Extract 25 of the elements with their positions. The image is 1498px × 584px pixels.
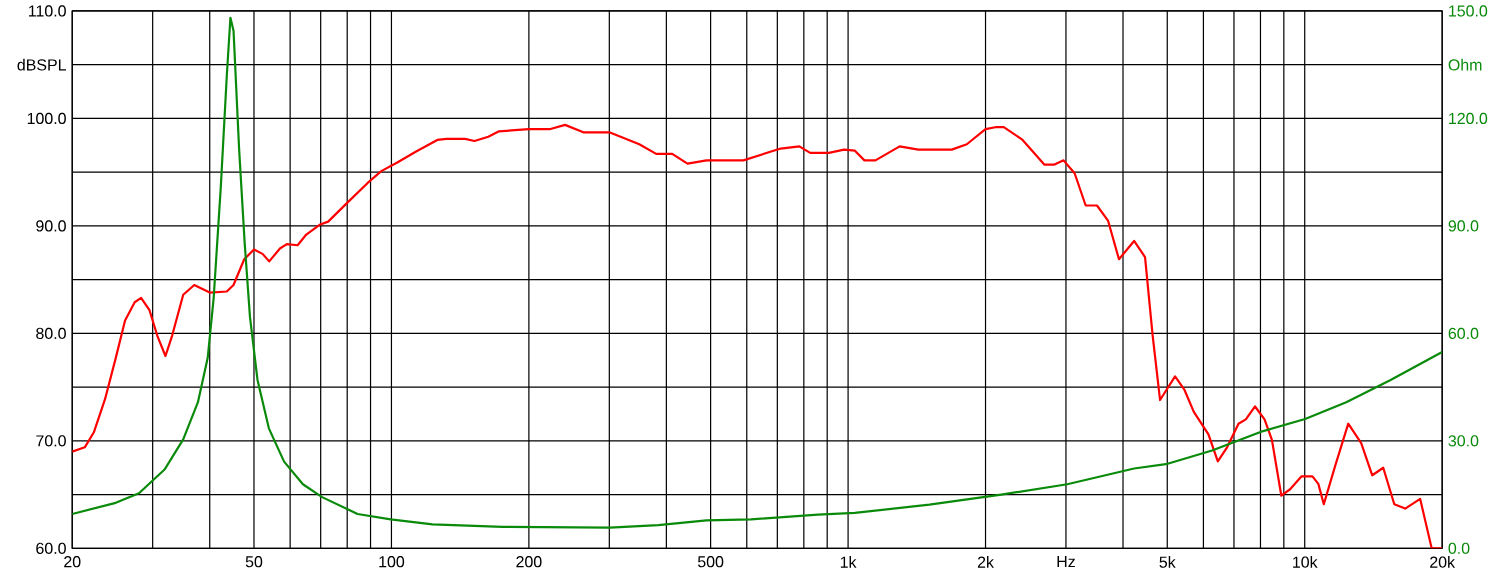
- y-tick-label: 90.0: [36, 220, 66, 232]
- y2-tick-label: 90.0: [1448, 220, 1479, 232]
- y2-tick-label: 30.0: [1448, 435, 1479, 447]
- x-tick-label: 1k: [840, 555, 857, 568]
- y-tick-label: 110.0: [29, 5, 66, 17]
- y2-tick-label: 0.0: [1448, 542, 1470, 554]
- y2-tick-label: Ohm: [1448, 58, 1482, 71]
- y-tick-label: dBSPL: [17, 58, 66, 71]
- y2-tick-label: 60.0: [1448, 327, 1479, 339]
- x-tick-label: 10k: [1293, 555, 1318, 568]
- x-tick-label: 5k: [1159, 555, 1176, 568]
- x-tick-label: 50: [245, 555, 263, 568]
- x-tick-label: Hz: [1057, 555, 1075, 567]
- y-tick-label: 60.0: [36, 542, 66, 554]
- y2-tick-label: 150.0: [1449, 5, 1488, 17]
- x-tick-label: 2k: [977, 555, 994, 568]
- x-tick-label: 20: [64, 555, 81, 568]
- x-tick-label: 100: [379, 555, 405, 568]
- y-tick-label: 100.0: [27, 112, 66, 124]
- x-tick-label: 20k: [1430, 555, 1456, 568]
- x-tick-label: 500: [697, 555, 724, 568]
- y-tick-label: 80.0: [36, 327, 66, 339]
- x-tick-label: 200: [516, 555, 542, 568]
- y-tick-label: 70.0: [36, 435, 66, 447]
- y2-tick-label: 120.0: [1449, 112, 1488, 124]
